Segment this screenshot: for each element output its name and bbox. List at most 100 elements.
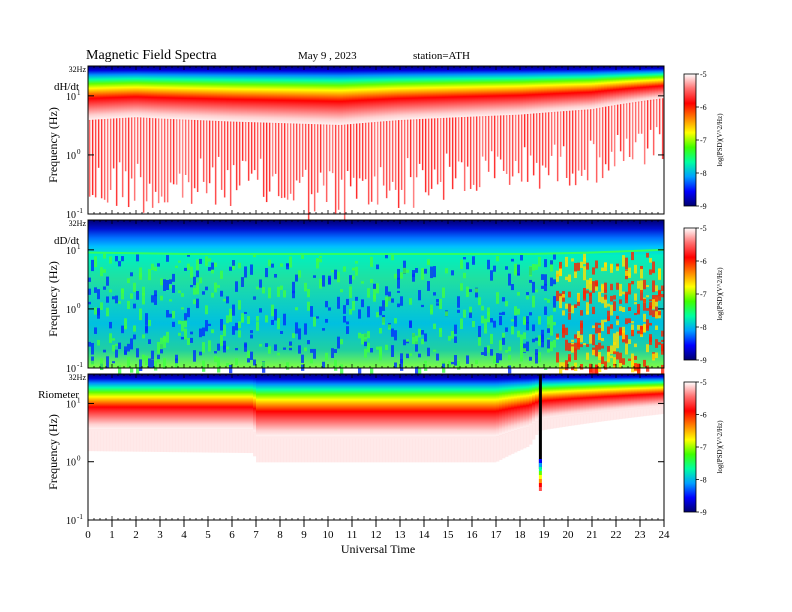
spectrum-tail [592,412,596,423]
resonance-line [457,253,461,256]
resonance-line [91,251,95,254]
spectrum-speck [100,302,104,310]
spectrum-tail [376,436,380,463]
spectrum-speck [523,348,527,353]
spectrum-speck [301,254,305,259]
spectrum-column [640,66,644,104]
colorbar [683,381,697,513]
spectrum-tail [301,436,305,463]
spectrum-tail [649,407,653,416]
spectrum-streak [256,122,259,180]
spectrum-speck [394,273,398,279]
spectrum-speck [241,277,245,287]
spectrum-streak [184,119,187,175]
spectrum-streak [442,117,445,200]
colorbar-tick-label: -9 [700,202,707,211]
spectrum-speck [226,363,230,366]
spectrum-streak [250,122,253,174]
spectrum-column [325,66,329,127]
spectrum-speck [385,286,389,296]
spectrum-tail [229,429,233,453]
spectrum-speck [313,275,317,278]
spectrum-speck [490,349,494,356]
spectrum-speck [88,301,92,305]
resonance-line [481,253,485,256]
spectrum-column [247,220,251,368]
spectrum-speck [103,269,107,273]
spectrum-column [199,220,203,368]
spectrum-streak [640,101,643,134]
spectrum-column [535,66,539,116]
spectrum-speck [568,303,572,313]
resonance-line [379,253,383,256]
spectrum-streak [487,115,490,172]
spectrum-column [226,220,230,368]
spectrum-column [376,66,380,124]
spectrum-tail [202,429,206,453]
spectrum-speck [553,279,557,285]
spectrum-column [388,66,392,123]
resonance-line [214,253,218,256]
spectrum-speck [526,322,530,331]
resonance-line [133,252,137,255]
spectrum-speck [262,361,266,368]
spectrum-column [277,374,281,439]
spectrum-column [460,66,464,120]
spectrum-speck [628,339,632,344]
spectrum-streak [403,119,406,205]
spectrum-tail [625,409,629,419]
spectrum-tail [514,429,518,453]
spectrum-speck [580,344,584,348]
spectrum-speck [361,333,365,345]
spectrum-speck [508,273,512,286]
spectrum-column [298,374,302,439]
spectrum-speck [109,321,113,329]
spectrum-column [319,220,323,368]
spectrum-column [448,220,452,368]
spectrum-speck [649,302,653,309]
spectrum-speck [235,347,239,351]
spectrum-column [157,374,161,432]
spectrum-speck [544,274,548,286]
spectrum-column [316,374,320,439]
x-axis-label: Universal Time [341,542,415,556]
spectrum-column [490,220,494,368]
spectrum-speck [193,287,197,295]
spectrum-speck [535,289,539,293]
spectrum-speck [166,280,170,290]
spectrum-column [127,374,131,432]
resonance-line [514,253,518,256]
spectrum-streak [151,118,154,208]
spectrum-speck [604,319,608,323]
spectrum-streak [520,114,523,182]
resonance-line [295,253,299,256]
spectrum-streak [397,120,400,208]
spectrum-column [646,220,650,368]
spectrum-speck [643,313,647,322]
spectrum-column [469,374,473,439]
spectrum-tail [124,429,128,452]
spectrum-speck [325,352,329,361]
spectrum-tail [337,436,341,463]
spectrum-speck [598,362,602,373]
spectrum-streak [508,115,511,185]
x-tick-label: 3 [157,529,163,541]
spectrum-column [310,220,314,368]
spectrum-column [391,66,395,123]
spectrum-tail [559,416,563,428]
resonance-line [535,252,539,255]
spectrum-column [523,220,527,368]
spectrum-column [115,374,119,432]
spectrum-streak [526,113,529,182]
spectrum-speck [631,329,635,337]
spectrum-column [280,374,284,439]
colorbar-tick-label: -6 [700,103,707,112]
spectrum-speck [568,342,572,352]
spectrum-speck [658,311,662,316]
resonance-line [367,253,371,256]
spectrum-column [94,220,98,368]
spectrum-speck [151,350,155,360]
spectrum-streak [385,121,388,199]
spectrum-column [379,220,383,368]
spectrum-streak [310,124,313,195]
